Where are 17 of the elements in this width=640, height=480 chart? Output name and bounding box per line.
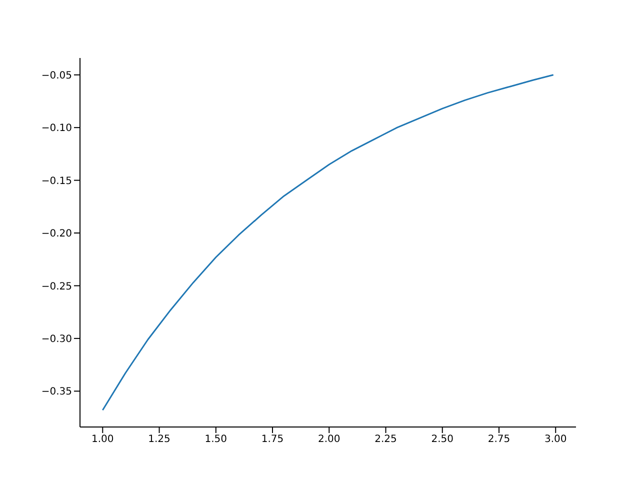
y-tick-label: −0.10 [41, 123, 72, 134]
x-tick-label: 1.25 [148, 434, 170, 446]
y-tick-label: −0.25 [41, 281, 72, 292]
x-tick-label: 1.50 [204, 434, 228, 446]
x-tick-label: 1.00 [92, 434, 114, 446]
line-series [102, 74, 554, 411]
y-tick-label: −0.15 [41, 176, 72, 187]
x-tick-label: 2.75 [488, 434, 510, 446]
x-tick-label: 3.00 [544, 434, 567, 446]
x-tick-label: 1.75 [261, 434, 284, 446]
y-tick-label: −0.05 [41, 70, 72, 82]
y-tick-label: −0.20 [41, 228, 72, 240]
y-tick-label: −0.30 [41, 334, 72, 345]
x-tick-label: 2.25 [374, 434, 397, 446]
x-tick-label: 2.50 [431, 434, 454, 446]
x-tick-label: 2.00 [318, 434, 340, 446]
y-tick-label: −0.35 [41, 386, 72, 398]
